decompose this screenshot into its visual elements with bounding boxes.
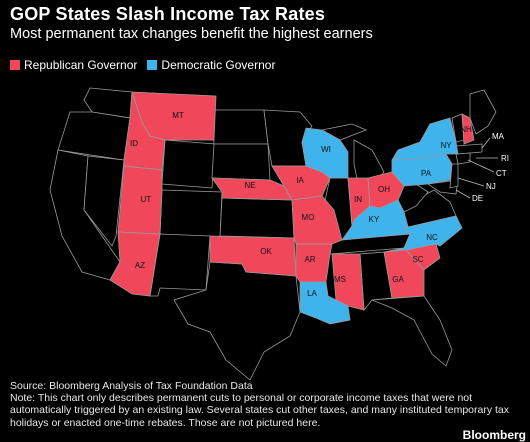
label-pa: PA <box>421 169 432 178</box>
state-nv <box>83 155 125 247</box>
label-ga: GA <box>392 275 404 284</box>
state-ks <box>219 197 295 239</box>
leader-de <box>455 189 471 199</box>
chart-subtitle: Most permanent tax changes benefit the h… <box>10 26 373 42</box>
state-co <box>159 189 223 239</box>
state-fl <box>371 295 453 367</box>
label-in: IN <box>354 195 362 204</box>
legend-label-democratic: Democratic Governor <box>161 58 276 72</box>
label-ky: KY <box>369 215 380 224</box>
label-la: LA <box>307 289 317 298</box>
leader-ma <box>481 137 491 149</box>
label-oh: OH <box>378 185 390 194</box>
legend-item-republican: Republican Governor <box>10 58 137 72</box>
label-ne: NE <box>244 181 255 190</box>
us-map: MT ID UT AZ NE IA MO OK AR MS GA SC IN OH NH WI KY LA NC PA… <box>0 70 530 380</box>
label-mt: MT <box>172 111 184 120</box>
legend: Republican Governor Democratic Governor <box>10 58 275 72</box>
label-de: DE <box>472 194 483 203</box>
label-sc: SC <box>412 255 423 264</box>
state-la <box>299 281 351 325</box>
democratic-swatch <box>147 60 158 70</box>
label-ok: OK <box>260 247 272 256</box>
state-sd <box>211 143 271 181</box>
state-nj <box>449 163 459 189</box>
state-wy <box>161 139 216 189</box>
state-ms <box>331 253 365 311</box>
state-pa <box>391 153 453 187</box>
republican-swatch <box>10 60 20 70</box>
label-az: AZ <box>135 261 145 270</box>
label-ri: RI <box>501 154 509 163</box>
state-ut <box>117 165 163 235</box>
label-ar: AR <box>304 255 315 264</box>
chart-title: GOP States Slash Income Tax Rates <box>10 4 326 24</box>
label-id: ID <box>130 139 138 148</box>
leader-nj <box>457 177 485 187</box>
label-ma: MA <box>492 132 505 141</box>
state-ma <box>455 143 483 155</box>
label-ct: CT <box>496 169 507 178</box>
state-ok <box>209 235 297 277</box>
state-nm <box>149 233 211 297</box>
label-ut: UT <box>141 195 152 204</box>
label-wi: WI <box>321 145 331 154</box>
label-ms: MS <box>334 275 346 284</box>
label-nc: NC <box>426 233 438 242</box>
us-map-svg: MT ID UT AZ NE IA MO OK AR MS GA SC IN OH NH WI KY LA NC PA… <box>49 87 509 380</box>
state-nc <box>383 215 463 253</box>
legend-label-republican: Republican Governor <box>24 58 138 72</box>
label-nh: NH <box>460 125 472 134</box>
label-mo: MO <box>302 213 315 222</box>
legend-item-democratic: Democratic Governor <box>147 58 275 72</box>
state-nh <box>461 113 475 145</box>
state-az <box>109 231 161 297</box>
label-ny: NY <box>440 141 452 150</box>
state-me <box>469 89 497 135</box>
state-nd <box>211 109 269 145</box>
footnote: Note: This chart only describes permanen… <box>10 392 510 429</box>
label-nj: NJ <box>486 182 496 191</box>
source-note: Source: Bloomberg Analysis of Tax Founda… <box>10 380 253 392</box>
state-wi <box>301 127 349 179</box>
state-label-layer: MT ID UT AZ NE IA MO OK AR MS GA SC IN OH NH WI KY LA NC PA… <box>130 111 472 298</box>
leader-ct <box>467 159 495 173</box>
state-ny <box>391 117 459 161</box>
label-ia: IA <box>296 176 304 185</box>
bloomberg-logo: Bloomberg <box>462 428 526 442</box>
state-ct <box>455 152 471 165</box>
